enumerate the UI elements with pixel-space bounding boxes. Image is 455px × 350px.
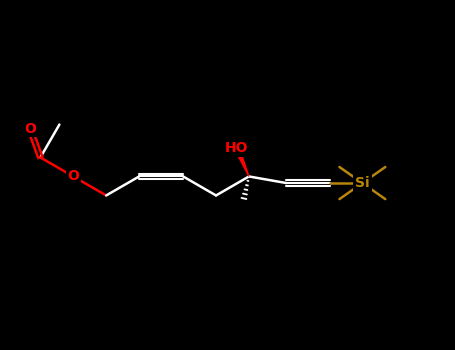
Text: O: O <box>24 122 36 136</box>
Polygon shape <box>235 147 249 176</box>
Text: Si: Si <box>355 176 369 190</box>
Text: HO: HO <box>225 141 249 155</box>
Text: O: O <box>67 169 79 183</box>
